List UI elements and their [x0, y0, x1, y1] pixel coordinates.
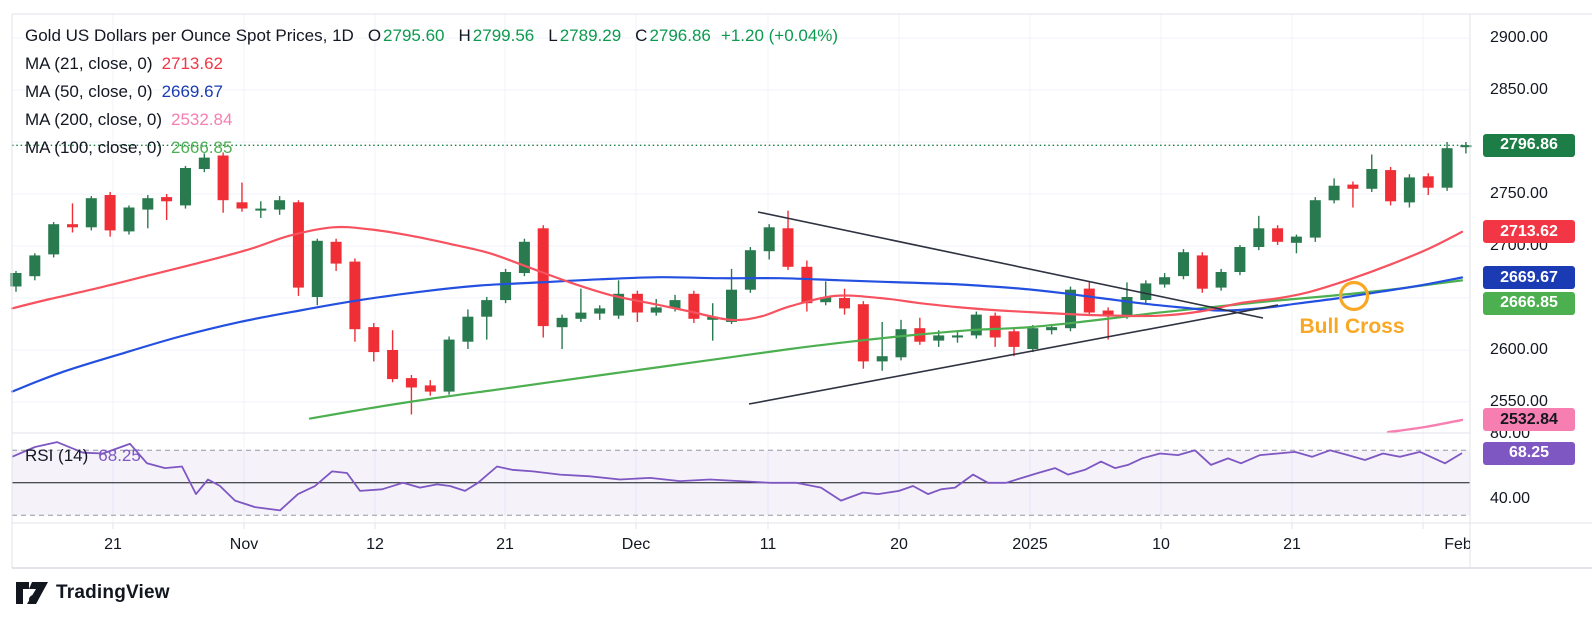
legend-ma-50[interactable]: MA (50, close, 0) 2669.67 [25, 82, 224, 101]
ohlc-high-value: 2799.56 [472, 26, 535, 45]
price-badge: 2669.67 [1483, 266, 1575, 289]
legend-ma-100[interactable]: MA (100, close, 0) 2666.85 [25, 138, 233, 157]
ma100-value: 2666.85 [171, 138, 233, 157]
time-axis-label: Feb [1444, 536, 1470, 553]
ma200-value: 2532.84 [171, 110, 233, 129]
price-axis-label: 2850.00 [1490, 81, 1548, 98]
price-badge: 2532.84 [1483, 408, 1575, 432]
legend-ma-21[interactable]: MA (21, close, 0) 2713.62 [25, 54, 224, 73]
time-axis-label: Nov [229, 536, 259, 553]
price-axis-label: 2750.00 [1490, 185, 1548, 202]
ohlc-low-value: 2789.29 [559, 26, 622, 45]
price-badge: 2666.85 [1483, 291, 1575, 315]
tradingview-logo[interactable]: TradingView [16, 582, 170, 604]
price-change: +1.20 (+0.04%) [720, 26, 839, 45]
price-axis-label: 2600.00 [1490, 341, 1548, 358]
price-axis-label: 2550.00 [1490, 393, 1548, 410]
rsi-label: RSI (14) [25, 446, 89, 465]
chart-legend: Gold US Dollars per Ounce Spot Prices, 1… [25, 22, 838, 162]
time-axis-label: 11 [759, 536, 777, 553]
time-axis-label: 21 [1283, 536, 1301, 553]
time-axis[interactable]: 21 Nov 12 21 Dec 11 20 2025 10 21 Feb [0, 523, 1470, 563]
ohlc-close-value: 2796.86 [649, 26, 711, 45]
time-axis-label: Dec [621, 536, 651, 553]
ohlc-high-label: H [458, 26, 471, 45]
price-badge: 2713.62 [1483, 220, 1575, 244]
chart-title: Gold US Dollars per Ounce Spot Prices, 1… [25, 26, 354, 45]
tradingview-logo-icon [16, 582, 48, 604]
price-axis-label: 2900.00 [1490, 29, 1548, 46]
rsi-value: 68.25 [98, 446, 141, 465]
legend-ma-200[interactable]: MA (200, close, 0) 2532.84 [25, 110, 233, 129]
time-axis-label: 10 [1152, 536, 1170, 553]
time-axis-label: 21 [104, 536, 122, 553]
rsi-axis-label: 40.00 [1490, 490, 1531, 507]
time-axis-label: 12 [366, 536, 384, 553]
ohlc-close-label: C [635, 26, 648, 45]
ohlc-low-label: L [548, 26, 558, 45]
time-axis-label: 21 [496, 536, 514, 553]
rsi-legend[interactable]: RSI (14) 68.25 [25, 446, 141, 466]
symbol-title-row[interactable]: Gold US Dollars per Ounce Spot Prices, 1… [25, 22, 838, 50]
bull-cross-annotation[interactable]: Bull Cross [1299, 315, 1405, 338]
ohlc-open-label: O [367, 26, 382, 45]
tradingview-logo-text: TradingView [56, 582, 170, 603]
ohlc-open-value: 2795.60 [383, 26, 445, 45]
ma50-value: 2669.67 [161, 82, 224, 101]
time-axis-label: 2025 [1012, 536, 1048, 553]
price-badge: 2796.86 [1483, 133, 1575, 157]
price-badges: 2796.86 2713.62 2669.67 2666.85 2532.84 68.25 [1470, 0, 1592, 568]
ma21-value: 2713.62 [161, 54, 224, 73]
time-axis-label: 20 [890, 536, 908, 553]
price-badge: 68.25 [1483, 441, 1575, 465]
